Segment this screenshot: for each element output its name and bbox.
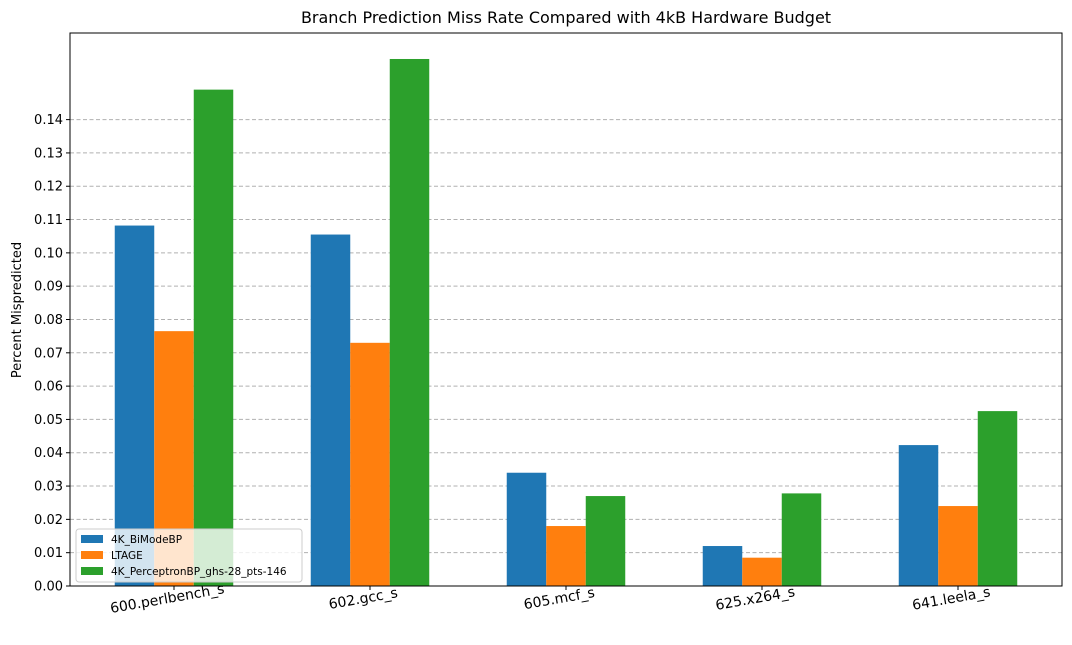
bar-ltage-641-leela-s — [938, 506, 978, 586]
legend-label: 4K_BiModeBP — [111, 534, 182, 546]
y-tick-label: 0.03 — [34, 480, 63, 495]
bar-ltage-625-x264-s — [742, 557, 782, 586]
bar-4k-bimodebp-600-perlbench-s — [114, 225, 155, 586]
y-tick-label: 0.00 — [34, 580, 63, 595]
y-tick-label: 0.10 — [34, 246, 63, 261]
x-axis: 600.perlbench_s 602.gcc_s 605.mcf_s 625.x26… — [109, 581, 992, 617]
bar-4k-perceptronbp-ghs-28-pts-146-602-gcc-s — [389, 58, 430, 587]
bar-4k-perceptronbp-ghs-28-pts-146-600-perlbench-s — [193, 89, 234, 586]
legend-swatch — [81, 535, 103, 543]
bar-ltage-605-mcf-s — [546, 526, 586, 586]
bar-4k-bimodebp-602-gcc-s — [310, 234, 351, 587]
legend: 4K_BiModeBP LTAGE 4K_PerceptronBP_ghs-28_p… — [75, 528, 303, 583]
bar-4k-perceptronbp-ghs-28-pts-146-641-leela-s — [977, 411, 1018, 586]
x-tick-label: 602.gcc_s — [328, 585, 399, 613]
chart-title: Branch Prediction Miss Rate Compared wit… — [301, 8, 831, 27]
legend-label: LTAGE — [111, 550, 143, 562]
bar-4k-perceptronbp-ghs-28-pts-146-625-x264-s — [781, 493, 822, 586]
y-tick-label: 0.07 — [34, 346, 63, 361]
bar-ltage-602-gcc-s — [350, 342, 390, 586]
bar-4k-bimodebp-625-x264-s — [702, 546, 743, 586]
bar-4k-bimodebp-641-leela-s — [898, 445, 939, 586]
legend-label: 4K_PerceptronBP_ghs-28_pts-146 — [111, 566, 287, 578]
legend-box — [75, 528, 303, 583]
y-tick-label: 0.02 — [34, 513, 63, 528]
y-tick-label: 0.13 — [34, 146, 63, 161]
y-tick-label: 0.11 — [34, 213, 63, 228]
legend-swatch — [81, 567, 103, 575]
y-tick-label: 0.06 — [34, 380, 63, 395]
y-tick-label: 0.08 — [34, 313, 63, 328]
y-tick-label: 0.14 — [34, 113, 63, 128]
y-tick-label: 0.12 — [34, 180, 63, 195]
x-tick-label: 600.perlbench_s — [109, 581, 226, 617]
y-axis-label: Percent Mispredicted — [10, 242, 25, 378]
bars-group — [114, 58, 1018, 587]
x-tick-label: 641.leela_s — [911, 584, 992, 613]
y-tick-label: 0.05 — [34, 413, 63, 428]
y-tick-label: 0.09 — [34, 280, 63, 295]
legend-swatch — [81, 551, 103, 559]
y-tick-label: 0.01 — [34, 546, 63, 561]
grid-lines — [70, 119, 1062, 587]
bar-4k-perceptronbp-ghs-28-pts-146-605-mcf-s — [585, 496, 626, 586]
y-tick-label: 0.04 — [34, 446, 63, 461]
y-axis: 0.00 0.01 0.02 0.03 0.04 0.05 0.06 0.07 0.08 0.09… — [34, 113, 70, 595]
bar-4k-bimodebp-605-mcf-s — [506, 472, 547, 586]
x-tick-label: 605.mcf_s — [523, 585, 596, 613]
x-tick-label: 625.x264_s — [714, 584, 796, 614]
